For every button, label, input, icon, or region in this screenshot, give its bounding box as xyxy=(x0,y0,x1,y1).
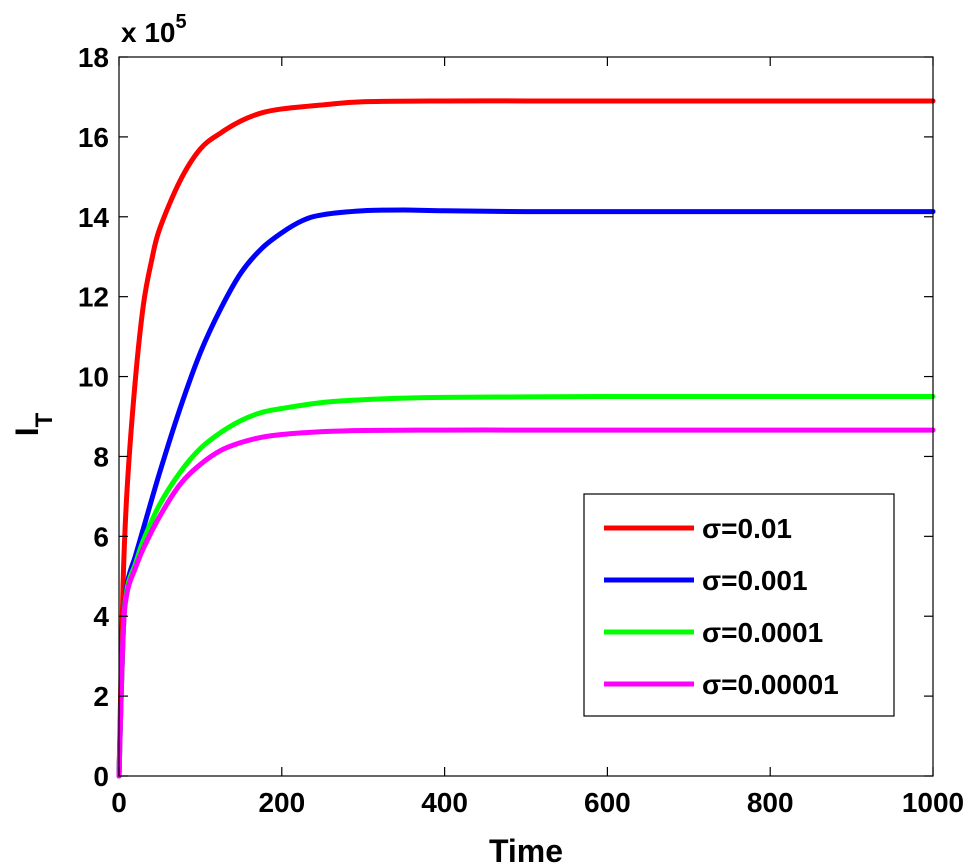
x-tick-label: 400 xyxy=(421,787,468,818)
y-tick-label: 2 xyxy=(93,681,109,712)
legend-label-3: σ=0.0001 xyxy=(702,617,823,648)
y-exponent-prefix: x 10 xyxy=(121,17,176,48)
y-tick-label: 10 xyxy=(78,362,109,393)
y-tick-label: 18 xyxy=(78,42,109,73)
legend: σ=0.01 σ=0.001 σ=0.0001 σ=0.00001 xyxy=(583,493,895,717)
y-tick-label: 16 xyxy=(78,122,109,153)
y-label-main: I xyxy=(9,427,45,436)
y-label-sub: T xyxy=(31,412,58,427)
series-layer xyxy=(116,98,936,779)
y-axis-exponent: x 105 xyxy=(121,11,187,48)
y-tick-label: 12 xyxy=(78,282,109,313)
x-tick-label: 1000 xyxy=(902,787,964,818)
legend-label-1: σ=0.01 xyxy=(702,513,792,544)
series-line-1 xyxy=(116,98,936,779)
tick-layer: 0 200 400 600 800 1000 0 2 4 6 8 10 12 14 16 18 xyxy=(78,42,964,818)
x-tick-label: 200 xyxy=(258,787,305,818)
series-line-2 xyxy=(116,207,936,779)
y-tick-label: 8 xyxy=(93,441,109,472)
legend-box xyxy=(583,493,895,717)
series-line-4 xyxy=(116,427,936,779)
y-tick-label: 6 xyxy=(93,521,109,552)
plot-area-frame xyxy=(118,56,934,777)
y-tick-label: 4 xyxy=(93,601,109,632)
y-tick-label: 14 xyxy=(78,202,110,233)
x-tick-label: 800 xyxy=(747,787,794,818)
x-axis-label: Time xyxy=(489,833,563,866)
y-tick-label: 0 xyxy=(93,761,109,792)
y-exponent-power: 5 xyxy=(176,11,187,33)
legend-label-4: σ=0.00001 xyxy=(702,669,839,700)
legend-label-2: σ=0.001 xyxy=(702,565,808,596)
x-tick-label: 600 xyxy=(584,787,631,818)
x-tick-label: 0 xyxy=(111,787,127,818)
y-axis-label: IT xyxy=(9,412,58,436)
